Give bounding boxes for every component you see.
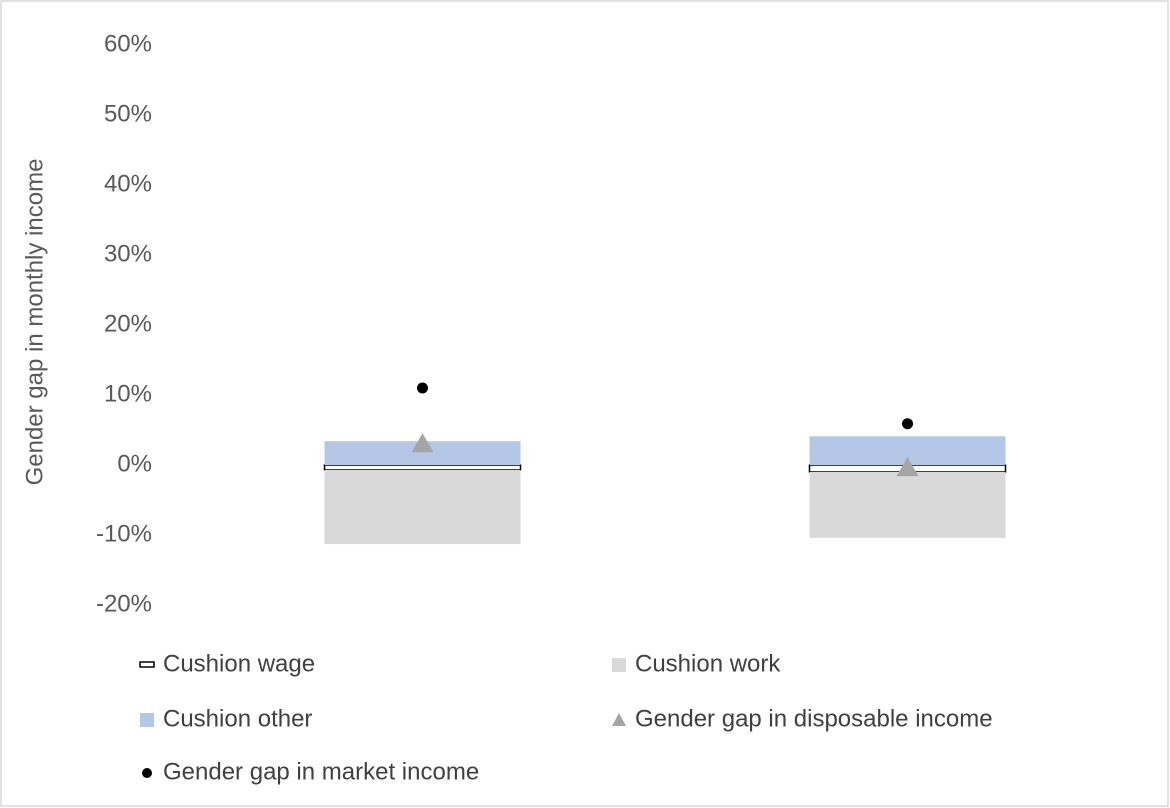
marker-triangle: [411, 433, 434, 453]
marker-triangle: [896, 457, 919, 477]
y-tick-label: -10%: [96, 520, 152, 547]
legend-swatch: [140, 713, 154, 727]
legend-swatch: [612, 713, 626, 726]
legend-swatch: [139, 661, 155, 668]
y-tick-label: -20%: [96, 590, 152, 617]
y-tick-label: 50%: [104, 100, 152, 127]
y-tick-label: 40%: [104, 170, 152, 197]
y-tick-label: 0%: [117, 450, 152, 477]
y-axis-label: Gender gap in monthly income: [21, 159, 48, 486]
y-tick-label: 30%: [104, 240, 152, 267]
marker-circle: [416, 381, 429, 395]
bar: [324, 441, 521, 465]
marker-circle: [901, 417, 914, 431]
legend-swatch: [612, 658, 626, 672]
legend-label: Cushion wage: [163, 650, 315, 677]
y-tick-label: 20%: [104, 310, 152, 337]
y-tick-label: 10%: [104, 380, 152, 407]
y-tick-label: 60%: [104, 30, 152, 57]
legend-label: Gender gap in market income: [163, 758, 479, 785]
legend-label: Gender gap in disposable income: [635, 705, 993, 732]
legend-swatch: [142, 768, 152, 778]
legend-label: Cushion other: [163, 705, 312, 732]
bar: [323, 464, 522, 471]
legend-label: Cushion work: [635, 650, 781, 677]
bar: [809, 472, 1006, 538]
bar: [324, 469, 521, 545]
